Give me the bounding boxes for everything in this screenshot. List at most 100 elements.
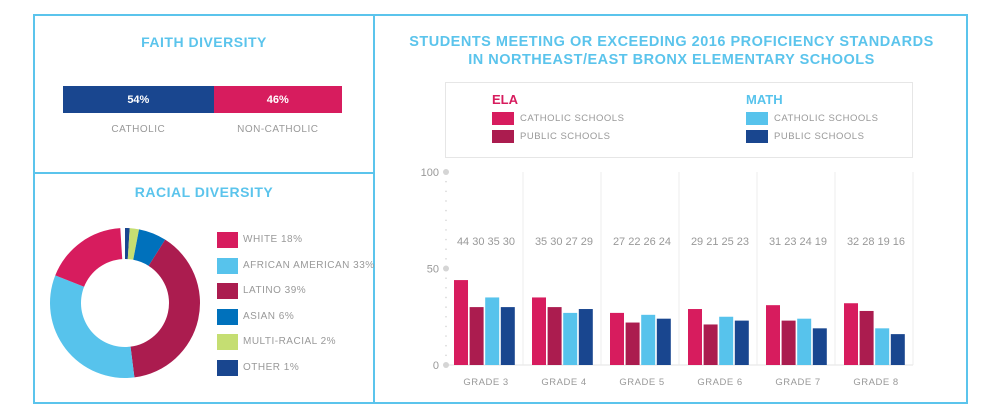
y-axis-dot (445, 296, 447, 299)
bar-grade-7-series-3 (812, 328, 827, 365)
racial-legend-label-2: LATINO 39% (243, 285, 307, 296)
chart-subtitle: IN NORTHEAST/EAST BRONX ELEMENTARY SCHOO… (468, 52, 875, 68)
x-tick-label: GRADE 7 (775, 377, 820, 388)
bar-grade-7-series-2 (797, 318, 812, 365)
legend-swatch-1 (492, 130, 514, 143)
racial-legend-label-0: WHITE 18% (243, 234, 303, 245)
bar-grade-5-series-2 (641, 314, 656, 365)
bar-grade-4-series-0 (532, 297, 546, 365)
x-tick-label: GRADE 5 (619, 377, 664, 388)
racial-legend-swatch-5 (217, 359, 238, 376)
donut-slice-5 (125, 228, 130, 260)
donut-slice-1 (50, 275, 135, 378)
y-axis-dot (443, 169, 449, 175)
bar-grade-5-series-0 (610, 312, 624, 365)
faith-label-0: CATHOLIC (111, 124, 166, 135)
y-axis-dot (445, 258, 447, 260)
faith-segment-0: 54% (63, 86, 214, 113)
y-axis-dot (445, 229, 447, 231)
y-axis-dot (445, 238, 447, 241)
bar-grade-3-series-3 (500, 307, 515, 365)
donut-slice-4 (127, 228, 140, 260)
bar-grade-4-series-3 (578, 309, 593, 365)
donut-slice-0 (55, 228, 123, 287)
y-axis-dot (443, 362, 449, 368)
faith-segment-1: 46% (213, 86, 342, 113)
x-tick-label: GRADE 6 (697, 377, 742, 388)
y-axis-dot (445, 287, 447, 289)
y-axis-dot (445, 200, 447, 202)
bar-grade-7-series-1 (781, 320, 796, 365)
legend-swatch-3 (746, 130, 768, 143)
y-axis-dot (445, 315, 447, 318)
data-labels: 35 30 27 29 (535, 236, 593, 248)
racial-legend-label-5: OTHER 1% (243, 361, 300, 373)
racial-legend-swatch-4 (217, 334, 238, 350)
y-axis-dot (445, 248, 447, 250)
racial-legend-label-1: AFRICAN AMERICAN 33% (243, 259, 375, 271)
chart-title: STUDENTS MEETING OR EXCEEDING 2016 PROFI… (375, 33, 968, 69)
bar-grade-3-series-1 (469, 307, 484, 365)
legend-swatch-2 (746, 112, 768, 125)
legend-box (445, 82, 913, 158)
legend-label-2: CATHOLIC SCHOOLS (774, 113, 879, 124)
y-tick-label: 100 (421, 167, 439, 179)
y-axis-dot (445, 325, 447, 328)
data-labels: 44 30 35 30 (457, 236, 515, 248)
bar-grade-3-series-2 (485, 297, 500, 365)
bar-grade-8-series-2 (875, 328, 890, 365)
faith-label-1: NON-CATHOLIC (237, 124, 319, 135)
x-tick-label: GRADE 3 (463, 377, 508, 388)
bar-grade-7-series-0 (766, 305, 780, 365)
data-labels: 27 22 26 24 (613, 236, 671, 248)
donut-slice-2 (130, 239, 201, 378)
y-axis-dot (445, 209, 447, 212)
bar-grade-8-series-3 (890, 334, 905, 365)
bar-grade-4-series-2 (563, 312, 578, 365)
y-tick-label: 0 (433, 360, 439, 372)
chart-title-line1: STUDENTS MEETING OR EXCEEDING 2016 PROFI… (409, 34, 934, 50)
data-labels: 29 21 25 23 (691, 236, 749, 248)
y-axis-dot (445, 219, 447, 222)
bar-grade-3-series-0 (454, 280, 468, 365)
racial-donut-chart (50, 228, 201, 378)
bar-grade-6-series-3 (734, 320, 749, 365)
racial-legend-swatch-1 (217, 257, 238, 274)
donut-slice-3 (133, 229, 166, 266)
y-axis-dot (445, 344, 447, 347)
racial-legend-swatch-2 (217, 283, 238, 299)
racial-legend-swatch-0 (217, 232, 238, 248)
legend-math-heading: MATH (746, 92, 783, 107)
legend-label-3: PUBLIC SCHOOLS (774, 131, 865, 142)
racial-legend-label-4: MULTI-RACIAL 2% (243, 336, 337, 347)
faith-bar: 54% 46% (63, 86, 342, 113)
y-axis-dot (445, 190, 447, 193)
racial-title: RACIAL DIVERSITY (134, 184, 274, 200)
racial-legend-label-3: ASIAN 6% (243, 310, 295, 322)
x-tick-label: GRADE 4 (541, 377, 586, 388)
bar-grade-6-series-2 (719, 316, 734, 365)
y-axis-dot (443, 265, 449, 272)
bar-grade-8-series-1 (859, 310, 874, 365)
y-axis-dot (445, 180, 447, 183)
y-axis-dot (445, 277, 447, 279)
bar-grade-4-series-1 (547, 307, 562, 365)
bar-grade-8-series-0 (844, 303, 858, 365)
faith-title: FAITH DIVERSITY (141, 34, 267, 50)
racial-legend-swatch-3 (217, 308, 238, 325)
legend-label-1: PUBLIC SCHOOLS (520, 131, 611, 142)
legend-label-0: CATHOLIC SCHOOLS (520, 113, 625, 124)
y-axis-dot (445, 335, 447, 337)
bar-grade-5-series-3 (656, 318, 671, 365)
data-labels: 31 23 24 19 (769, 236, 827, 248)
legend-swatch-0 (492, 112, 514, 125)
y-axis-dot (445, 306, 447, 308)
racial-panel (33, 172, 375, 404)
y-axis-dot (445, 354, 447, 357)
bar-grade-5-series-1 (625, 322, 640, 365)
bar-grade-6-series-1 (703, 324, 718, 365)
y-tick-label: 50 (427, 264, 439, 276)
bar-grade-6-series-0 (688, 309, 702, 365)
